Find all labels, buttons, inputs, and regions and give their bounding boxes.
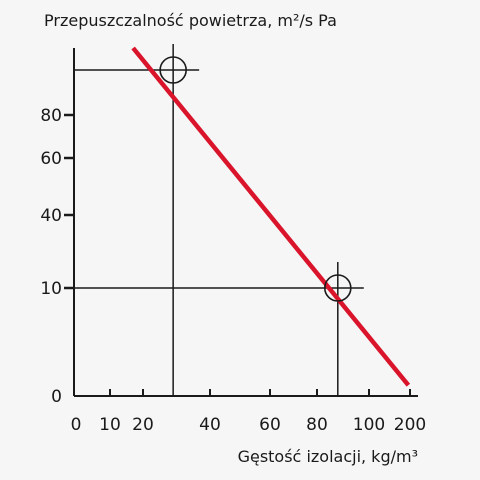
x-tick-label: 100: [353, 415, 385, 435]
marker-circle: [159, 56, 187, 84]
y-tick-label: 0: [51, 387, 62, 407]
x-tick-label: 10: [99, 415, 121, 435]
y-tick-label: 60: [40, 149, 62, 169]
x-tick-label: 20: [132, 415, 154, 435]
y-tick-label: 10: [40, 279, 62, 299]
reference-lines: [74, 44, 364, 396]
marker-circle: [323, 274, 352, 302]
x-tick-label: 0: [71, 415, 82, 435]
x-tick-label: 200: [394, 415, 426, 435]
axes: [73, 48, 418, 397]
series-layer: [131, 46, 411, 387]
y-tick-label: 80: [40, 106, 62, 126]
x-axis-title: Gęstość izolacji, kg/m³: [238, 447, 418, 466]
y-tick-label: 40: [40, 206, 62, 226]
ticks-layer: 0 10 20 40 60 80 100 200 0 10 40 60 80: [40, 106, 426, 435]
x-tick-label: 40: [199, 415, 221, 435]
x-tick-label: 60: [259, 415, 281, 435]
series-line: [131, 46, 411, 387]
markers-layer: [159, 56, 352, 302]
x-tick-label: 80: [306, 415, 328, 435]
chart-title: Przepuszczalność powietrza, m²/s Pa: [44, 11, 337, 30]
